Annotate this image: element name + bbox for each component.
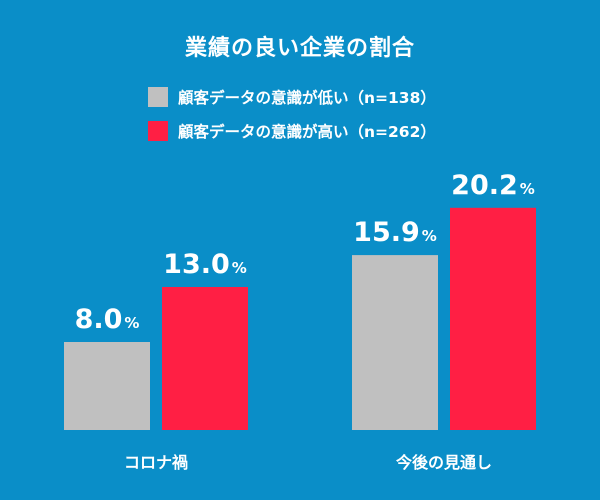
value-label-high-0: 13.0% (163, 249, 247, 280)
category-label-0: コロナ禍 (124, 453, 188, 472)
value-label-high-1: 20.2% (451, 170, 535, 201)
bar-high-0 (162, 287, 248, 430)
legend-label-low: 顧客データの意識が低い（n=138） (178, 89, 436, 107)
chart-title: 業績の良い企業の割合 (184, 36, 415, 61)
bar-low-1 (352, 255, 438, 430)
value-label-low-0: 8.0% (75, 304, 140, 335)
legend-swatch-low (148, 87, 168, 107)
value-label-low-1: 15.9% (353, 217, 437, 248)
bar-low-0 (64, 342, 150, 430)
category-label-1: 今後の見通し (395, 453, 492, 472)
bar-high-1 (450, 207, 536, 430)
legend-item-high: 顧客データの意識が高い（n=262） (148, 120, 436, 142)
legend-item-low: 顧客データの意識が低い（n=138） (148, 86, 436, 108)
legend-label-high: 顧客データの意識が高い（n=262） (178, 123, 436, 141)
legend: 顧客データの意識が低い（n=138） 顧客データの意識が高い（n=262） (148, 86, 436, 154)
legend-swatch-high (148, 121, 168, 141)
